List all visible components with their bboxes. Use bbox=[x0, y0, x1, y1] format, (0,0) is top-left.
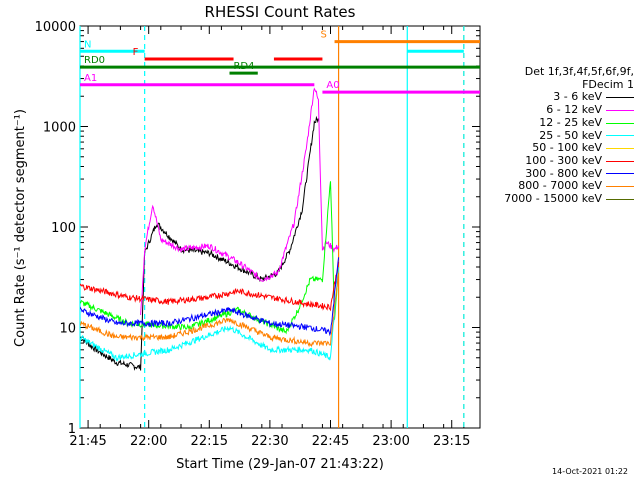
flag-label-s: S bbox=[321, 30, 327, 41]
legend-swatch bbox=[606, 135, 634, 137]
x-tick-label: 22:15 bbox=[191, 434, 228, 449]
flag-label-a0: A0 bbox=[326, 80, 339, 91]
legend-label: 12 - 25 keV bbox=[539, 115, 602, 129]
chart-title: RHESSI Count Rates bbox=[205, 3, 356, 21]
legend-swatch bbox=[606, 173, 634, 175]
legend-header-line-2: FDecim 1 bbox=[582, 77, 634, 91]
x-tick-label: 22:00 bbox=[130, 434, 167, 449]
legend-label: 7000 - 15000 keV bbox=[504, 192, 602, 206]
legend-label: 6 - 12 keV bbox=[546, 103, 602, 117]
x-tick-label: 21:45 bbox=[69, 434, 106, 449]
plot-area: 1 10 100 1000 10000 21:45 22:00 22:15 22:30 22:45… bbox=[35, 20, 481, 449]
series-line bbox=[80, 257, 340, 337]
legend-entry: 7000 - 15000 keV bbox=[488, 192, 634, 206]
y-tick-label: 100 bbox=[51, 221, 76, 236]
series-line bbox=[80, 272, 340, 348]
legend-label: 800 - 7000 keV bbox=[518, 179, 602, 193]
legend-header-line-1: Det 1f,3f,4f,5f,6f,9f, bbox=[524, 65, 634, 78]
x-tick-label: 23:00 bbox=[372, 434, 409, 449]
legend-entry: 300 - 800 keV bbox=[488, 166, 634, 181]
series-line bbox=[140, 87, 340, 316]
x-tick-label: 23:15 bbox=[433, 434, 470, 449]
flag-label-rd4: RD4 bbox=[233, 61, 254, 72]
y-axis-label: Count Rate (s⁻¹ detector segment⁻¹) bbox=[13, 109, 28, 347]
legend-entry: 25 - 50 keV bbox=[488, 128, 634, 143]
legend-label: 300 - 800 keV bbox=[525, 166, 602, 180]
legend-label: 3 - 6 keV bbox=[553, 90, 602, 104]
x-axis-label: Start Time (29-Jan-07 21:43:22) bbox=[176, 457, 384, 472]
series-line bbox=[80, 181, 340, 335]
legend-label: 50 - 100 keV bbox=[532, 141, 602, 155]
legend-entry: 50 - 100 keV bbox=[488, 142, 634, 155]
y-tick-label: 1000 bbox=[43, 121, 76, 136]
legend-swatch bbox=[606, 198, 634, 200]
legend: Det 1f,3f,4f,5f,6f,9f, FDecim 1 3 - 6 ke… bbox=[488, 65, 634, 206]
flag-label-n: N bbox=[84, 39, 91, 50]
legend-swatch bbox=[606, 97, 634, 99]
legend-swatch bbox=[606, 148, 634, 150]
legend-swatch bbox=[606, 122, 634, 124]
legend-entry: 12 - 25 keV bbox=[488, 115, 634, 130]
x-tick-label: 22:30 bbox=[251, 434, 288, 449]
flag-label-f: F bbox=[133, 47, 139, 58]
legend-swatch bbox=[606, 186, 634, 188]
series-line bbox=[80, 261, 340, 312]
flag-label-a1: A1 bbox=[84, 73, 97, 84]
legend-entries: 3 - 6 keV 6 - 12 keV 12 - 25 keV 25 - 50 ke… bbox=[488, 91, 634, 205]
legend-label: 25 - 50 keV bbox=[539, 128, 602, 142]
series-line bbox=[80, 115, 319, 371]
y-tick-label: 10000 bbox=[35, 20, 76, 35]
flag-label-rd0: RD0 bbox=[84, 55, 105, 66]
timestamp: 14-Oct-2021 01:22 bbox=[552, 467, 628, 476]
y-tick-label: 10 bbox=[59, 322, 76, 337]
series-line bbox=[80, 266, 340, 362]
x-tick-label: 22:45 bbox=[312, 434, 349, 449]
legend-label: 100 - 300 keV bbox=[525, 153, 602, 167]
legend-entry: 800 - 7000 keV bbox=[488, 180, 634, 193]
y-tick-label: 1 bbox=[68, 422, 76, 437]
legend-entry: 100 - 300 keV bbox=[488, 153, 634, 168]
legend-swatch bbox=[606, 160, 634, 162]
legend-swatch bbox=[606, 109, 634, 111]
legend-entry: 6 - 12 keV bbox=[488, 103, 634, 117]
legend-entry: 3 - 6 keV bbox=[488, 91, 634, 104]
